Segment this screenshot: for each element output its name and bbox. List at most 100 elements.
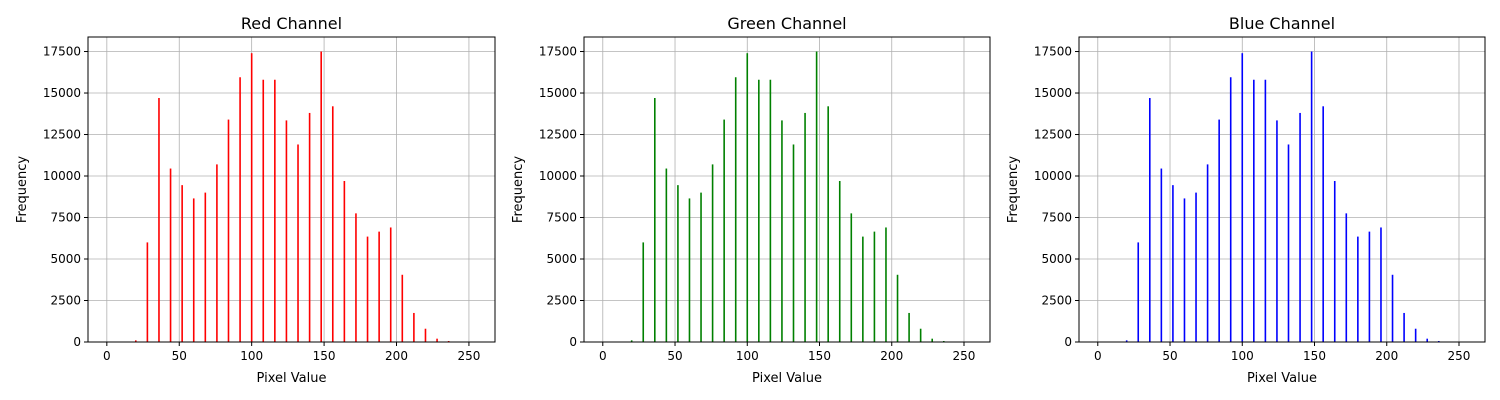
- histogram-bar: [1426, 338, 1429, 342]
- histogram-bar: [919, 328, 922, 342]
- histogram-bar: [1322, 106, 1324, 342]
- histogram-bar: [804, 112, 806, 342]
- histogram-bar: [134, 340, 137, 342]
- x-axis-label: Pixel Value: [1247, 371, 1317, 386]
- histogram-bar: [838, 180, 841, 342]
- histogram-bar: [1357, 236, 1359, 342]
- y-tick-label: 15000: [1034, 86, 1072, 100]
- histogram-bar: [331, 106, 334, 342]
- x-axis-label: Pixel Value: [752, 371, 822, 386]
- y-tick-label: 10000: [43, 169, 81, 183]
- histogram-bar: [1391, 274, 1394, 342]
- y-tick-label: 17500: [1034, 45, 1072, 59]
- x-tick-label: 150: [808, 349, 831, 363]
- histogram-bar: [320, 51, 322, 343]
- histogram-bar: [746, 53, 749, 342]
- chart-title-green-channel: Green Channel: [727, 14, 846, 33]
- chart-title-red-channel: Red Channel: [241, 14, 342, 33]
- histogram-bar: [630, 340, 633, 342]
- x-tick-label: 100: [240, 349, 263, 363]
- histogram-bar: [653, 98, 656, 342]
- histogram-bar: [1218, 119, 1220, 342]
- x-tick-label: 100: [1231, 349, 1254, 363]
- histogram-bar: [827, 106, 829, 342]
- histogram-bar: [885, 227, 887, 342]
- histogram-bar: [862, 236, 864, 342]
- y-tick-label: 17500: [539, 45, 577, 59]
- x-tick-label: 200: [1375, 349, 1398, 363]
- histogram-bar: [700, 192, 702, 342]
- histogram-bar: [1172, 185, 1174, 342]
- chart-title-blue-channel: Blue Channel: [1229, 14, 1335, 33]
- histogram-bar: [850, 213, 853, 342]
- y-tick-label: 5000: [1041, 252, 1072, 266]
- y-tick-label: 17500: [43, 45, 81, 59]
- y-tick-label: 7500: [1041, 211, 1072, 225]
- x-tick-label: 0: [599, 349, 607, 363]
- x-tick-label: 50: [172, 349, 187, 363]
- histogram-bar: [1148, 98, 1151, 342]
- histogram-bar: [262, 79, 265, 343]
- histogram-bar: [169, 168, 172, 342]
- x-tick-label: 250: [457, 349, 480, 363]
- y-axis-label: Frequency: [511, 156, 526, 223]
- histogram-bar: [297, 144, 299, 342]
- histogram-bar: [250, 53, 253, 342]
- histogram-bar: [1229, 77, 1232, 342]
- x-tick-label: 50: [667, 349, 682, 363]
- histogram-bar: [723, 119, 725, 342]
- histogram-bar: [781, 120, 783, 342]
- x-tick-label: 250: [953, 349, 976, 363]
- x-tick-label: 0: [1094, 349, 1102, 363]
- histogram-bar: [1345, 213, 1348, 342]
- histogram-bar: [769, 79, 772, 343]
- x-tick-label: 200: [385, 349, 408, 363]
- histogram-bar: [1414, 328, 1417, 342]
- y-tick-label: 0: [569, 335, 577, 349]
- histogram-bar: [227, 119, 230, 342]
- x-tick-label: 150: [313, 349, 336, 363]
- histogram-bar: [1241, 53, 1244, 342]
- histogram-bar: [908, 312, 910, 342]
- histogram-bar: [642, 242, 645, 342]
- y-tick-label: 10000: [539, 169, 577, 183]
- y-tick-label: 5000: [50, 252, 81, 266]
- histogram-bar: [758, 79, 760, 343]
- y-tick-label: 2500: [1041, 294, 1072, 308]
- histogram-bar: [308, 112, 311, 342]
- histogram-bar: [1137, 242, 1140, 342]
- histogram-bar: [1368, 231, 1371, 342]
- histogram-bar: [355, 213, 357, 342]
- x-axis-label: Pixel Value: [257, 371, 327, 386]
- histogram-bar: [366, 236, 369, 342]
- histogram-bar: [734, 77, 737, 342]
- y-tick-label: 12500: [1034, 128, 1072, 142]
- y-tick-label: 7500: [50, 211, 81, 225]
- histogram-bar: [1299, 112, 1301, 342]
- histogram-bar: [424, 328, 427, 342]
- histogram-bar: [401, 274, 404, 342]
- histogram-bar: [413, 312, 415, 342]
- histogram-bar: [204, 192, 207, 342]
- histogram-bar: [665, 168, 668, 342]
- histogram-bar: [873, 231, 876, 342]
- y-tick-label: 2500: [546, 294, 577, 308]
- histogram-bar: [1253, 79, 1255, 343]
- y-tick-label: 2500: [50, 294, 81, 308]
- y-tick-label: 12500: [539, 128, 577, 142]
- histogram-bar: [285, 120, 288, 342]
- histogram-bar: [216, 164, 218, 342]
- y-axis-label: Frequency: [15, 156, 30, 223]
- y-tick-label: 7500: [546, 211, 577, 225]
- histogram-bar: [192, 198, 195, 342]
- histogram-bar: [181, 185, 183, 342]
- panel-green: 0 50 100 150 200 2500250050007500100001250015…: [511, 14, 991, 386]
- plot-frame: [87, 36, 496, 343]
- histogram-bar: [711, 164, 714, 342]
- histogram-bar: [1287, 144, 1290, 342]
- histogram-bar: [158, 98, 160, 342]
- histogram-bar: [1310, 51, 1313, 343]
- histogram-bar: [815, 51, 818, 343]
- plot-frame: [583, 36, 991, 343]
